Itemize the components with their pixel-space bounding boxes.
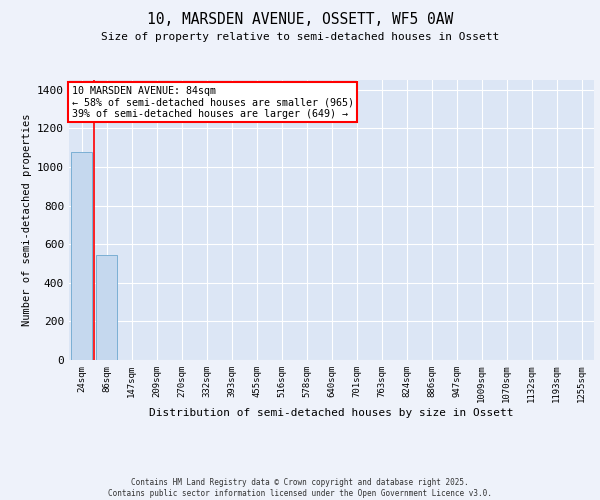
Bar [96,255,117,360]
Text: 10 MARSDEN AVENUE: 84sqm
← 58% of semi-detached houses are smaller (965)
39% of : 10 MARSDEN AVENUE: 84sqm ← 58% of semi-d… [71,86,353,119]
Y-axis label: Number of semi-detached properties: Number of semi-detached properties [22,114,32,326]
X-axis label: Distribution of semi-detached houses by size in Ossett: Distribution of semi-detached houses by … [149,408,514,418]
Text: Size of property relative to semi-detached houses in Ossett: Size of property relative to semi-detach… [101,32,499,42]
Bar [71,152,92,360]
Text: Contains HM Land Registry data © Crown copyright and database right 2025.
Contai: Contains HM Land Registry data © Crown c… [108,478,492,498]
Text: 10, MARSDEN AVENUE, OSSETT, WF5 0AW: 10, MARSDEN AVENUE, OSSETT, WF5 0AW [147,12,453,28]
